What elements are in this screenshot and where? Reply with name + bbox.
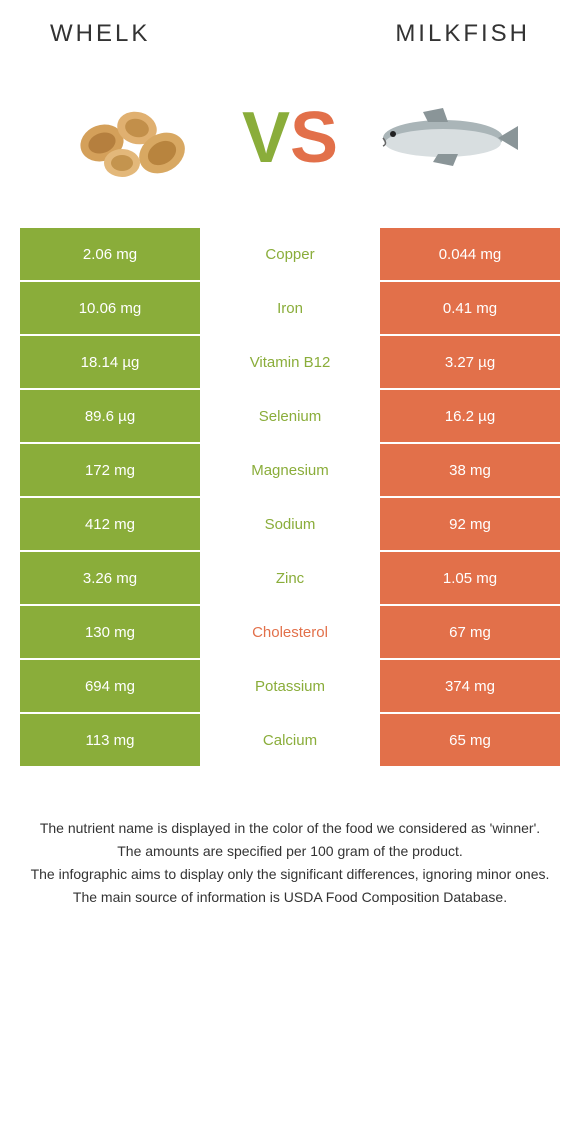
table-row: 18.14 µgVitamin B123.27 µg bbox=[20, 336, 560, 388]
left-value-cell: 89.6 µg bbox=[20, 390, 200, 442]
nutrient-table: 2.06 mgCopper0.044 mg10.06 mgIron0.41 mg… bbox=[0, 228, 580, 766]
header: WHELK MILKFISH bbox=[0, 0, 580, 58]
nutrient-label-cell: Vitamin B12 bbox=[200, 336, 380, 388]
vs-v-letter: V bbox=[242, 97, 290, 179]
table-row: 89.6 µgSelenium16.2 µg bbox=[20, 390, 560, 442]
table-row: 130 mgCholesterol67 mg bbox=[20, 606, 560, 658]
vs-s-letter: S bbox=[290, 97, 338, 179]
left-value-cell: 2.06 mg bbox=[20, 228, 200, 280]
footnote-line: The amounts are specified per 100 gram o… bbox=[20, 841, 560, 862]
left-value-cell: 113 mg bbox=[20, 714, 200, 766]
right-value-cell: 0.044 mg bbox=[380, 228, 560, 280]
nutrient-label-cell: Cholesterol bbox=[200, 606, 380, 658]
whelk-image bbox=[62, 88, 212, 188]
left-value-cell: 10.06 mg bbox=[20, 282, 200, 334]
table-row: 412 mgSodium92 mg bbox=[20, 498, 560, 550]
left-value-cell: 694 mg bbox=[20, 660, 200, 712]
nutrient-label-cell: Calcium bbox=[200, 714, 380, 766]
nutrient-label-cell: Zinc bbox=[200, 552, 380, 604]
nutrient-label-cell: Selenium bbox=[200, 390, 380, 442]
vs-text: VS bbox=[242, 97, 338, 179]
nutrient-label-cell: Iron bbox=[200, 282, 380, 334]
right-value-cell: 0.41 mg bbox=[380, 282, 560, 334]
right-value-cell: 92 mg bbox=[380, 498, 560, 550]
right-value-cell: 374 mg bbox=[380, 660, 560, 712]
nutrient-label-cell: Potassium bbox=[200, 660, 380, 712]
left-value-cell: 412 mg bbox=[20, 498, 200, 550]
table-row: 172 mgMagnesium38 mg bbox=[20, 444, 560, 496]
vs-row: VS bbox=[0, 58, 580, 228]
left-value-cell: 18.14 µg bbox=[20, 336, 200, 388]
footnote-line: The infographic aims to display only the… bbox=[20, 864, 560, 885]
left-food-title: WHELK bbox=[50, 20, 150, 48]
footnote-line: The nutrient name is displayed in the co… bbox=[20, 818, 560, 839]
right-value-cell: 38 mg bbox=[380, 444, 560, 496]
milkfish-image bbox=[368, 88, 518, 188]
footnote-line: The main source of information is USDA F… bbox=[20, 887, 560, 908]
right-value-cell: 16.2 µg bbox=[380, 390, 560, 442]
table-row: 694 mgPotassium374 mg bbox=[20, 660, 560, 712]
table-row: 3.26 mgZinc1.05 mg bbox=[20, 552, 560, 604]
right-value-cell: 3.27 µg bbox=[380, 336, 560, 388]
left-value-cell: 172 mg bbox=[20, 444, 200, 496]
left-value-cell: 130 mg bbox=[20, 606, 200, 658]
footnotes: The nutrient name is displayed in the co… bbox=[0, 768, 580, 908]
table-row: 2.06 mgCopper0.044 mg bbox=[20, 228, 560, 280]
right-food-title: MILKFISH bbox=[395, 20, 530, 48]
nutrient-label-cell: Copper bbox=[200, 228, 380, 280]
left-value-cell: 3.26 mg bbox=[20, 552, 200, 604]
table-row: 10.06 mgIron0.41 mg bbox=[20, 282, 560, 334]
right-value-cell: 67 mg bbox=[380, 606, 560, 658]
right-value-cell: 65 mg bbox=[380, 714, 560, 766]
nutrient-label-cell: Magnesium bbox=[200, 444, 380, 496]
table-row: 113 mgCalcium65 mg bbox=[20, 714, 560, 766]
right-value-cell: 1.05 mg bbox=[380, 552, 560, 604]
nutrient-label-cell: Sodium bbox=[200, 498, 380, 550]
